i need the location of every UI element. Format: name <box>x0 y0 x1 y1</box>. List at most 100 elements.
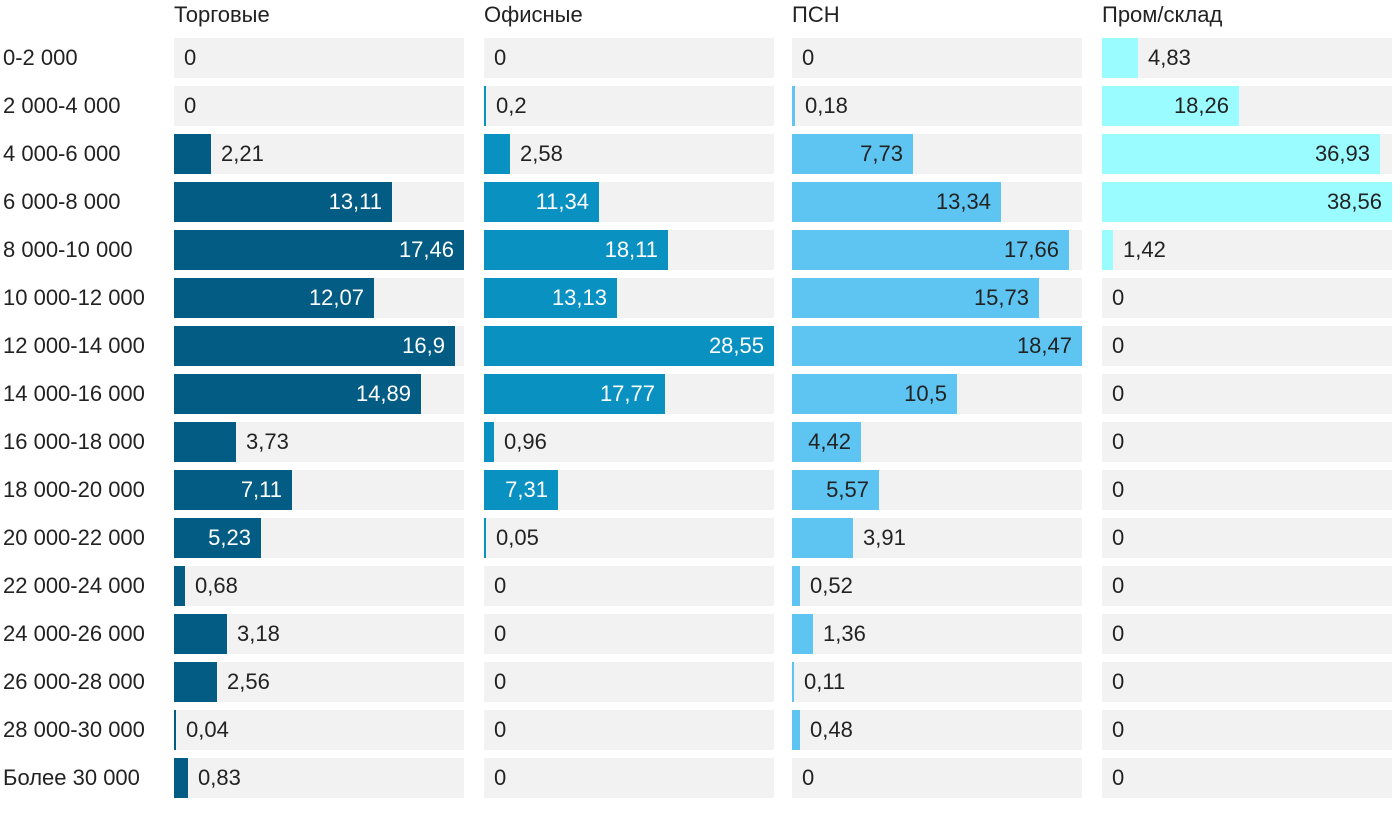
category-label: 0-2 000 <box>3 45 78 70</box>
bar-track: 0 <box>484 662 774 702</box>
bar <box>792 374 957 414</box>
bar <box>484 470 558 510</box>
bar-track: 0,04 <box>174 710 464 750</box>
bar-track: 0 <box>1102 518 1392 558</box>
bar-track: 0,52 <box>792 566 1082 606</box>
value-label: 0,83 <box>198 765 241 790</box>
bar-track: 0 <box>1102 710 1392 750</box>
bar <box>484 374 665 414</box>
bar <box>792 422 861 462</box>
value-label: 16,9 <box>402 333 445 358</box>
value-label: 0,52 <box>810 573 853 598</box>
value-label: 11,34 <box>535 189 589 214</box>
bar-track: 7,73 <box>792 134 1082 174</box>
value-label: 7,31 <box>505 477 548 502</box>
value-label: 17,77 <box>599 381 655 406</box>
series-title: ПСН <box>792 2 840 27</box>
bar-track: 7,31 <box>484 470 774 510</box>
series-title: Торговые <box>174 2 270 27</box>
bar-track: 11,34 <box>484 182 774 222</box>
bar <box>174 422 236 462</box>
bar-track: 4,83 <box>1102 38 1392 78</box>
bar-track: 14,89 <box>174 374 464 414</box>
bar-track: 0 <box>174 86 464 126</box>
bar <box>792 278 1039 318</box>
bar-track: 0,48 <box>792 710 1082 750</box>
bar-track: 0 <box>1102 278 1392 318</box>
value-label: 0 <box>494 621 507 646</box>
bar <box>174 230 464 270</box>
bar-track: 17,66 <box>792 230 1082 270</box>
bar <box>1102 182 1392 222</box>
bar-track: 10,5 <box>792 374 1082 414</box>
bar-track: 0 <box>174 38 464 78</box>
value-label: 0 <box>1112 477 1125 502</box>
value-label: 0 <box>494 717 507 742</box>
value-label: 3,73 <box>246 429 289 454</box>
bar-track: 15,73 <box>792 278 1082 318</box>
bar <box>1102 134 1380 174</box>
value-label: 1,36 <box>823 621 866 646</box>
value-label: 15,73 <box>973 285 1029 310</box>
bar <box>484 86 486 126</box>
bar-track: 3,73 <box>174 422 464 462</box>
category-label: 24 000-26 000 <box>3 621 145 646</box>
value-label: 0 <box>494 765 507 790</box>
category-label: 8 000-10 000 <box>3 237 133 262</box>
bar-track: 0 <box>484 614 774 654</box>
value-label: 10,5 <box>904 381 947 406</box>
bar <box>792 86 795 126</box>
value-label: 7,73 <box>860 141 903 166</box>
bar-track: 0 <box>484 710 774 750</box>
value-label: 0 <box>1112 621 1125 646</box>
bar-track: 0,18 <box>792 86 1082 126</box>
bar <box>484 182 599 222</box>
category-label: 10 000-12 000 <box>3 285 145 310</box>
value-label: 2,58 <box>520 141 563 166</box>
bar-track: 38,56 <box>1102 182 1392 222</box>
bar <box>484 326 774 366</box>
bar-track: 3,91 <box>792 518 1082 558</box>
value-label: 28,55 <box>708 333 764 358</box>
bar <box>1102 230 1113 270</box>
bar-track: 12,07 <box>174 278 464 318</box>
bar <box>792 182 1001 222</box>
bar-track: 1,42 <box>1102 230 1392 270</box>
bar-track: 18,47 <box>792 326 1082 366</box>
category-label: 26 000-28 000 <box>3 669 145 694</box>
bar-track: 5,57 <box>792 470 1082 510</box>
value-label: 0 <box>802 765 815 790</box>
bar <box>174 614 227 654</box>
bar-track: 0 <box>1102 566 1392 606</box>
bar <box>174 326 455 366</box>
bar-track: 0 <box>1102 662 1392 702</box>
value-label: 0,96 <box>504 429 547 454</box>
value-label: 0 <box>494 573 507 598</box>
bar <box>792 710 800 750</box>
value-label: 0,04 <box>186 717 229 742</box>
bar-track: 0 <box>1102 470 1392 510</box>
value-label: 2,21 <box>221 141 264 166</box>
bar-track: 0 <box>1102 422 1392 462</box>
value-label: 4,83 <box>1148 45 1191 70</box>
value-label: 14,89 <box>355 381 411 406</box>
bar-track: 0,05 <box>484 518 774 558</box>
bar-track: 36,93 <box>1102 134 1392 174</box>
category-label: 6 000-8 000 <box>3 189 121 214</box>
bar <box>484 230 668 270</box>
bar <box>484 278 617 318</box>
value-label: 1,42 <box>1123 237 1166 262</box>
bar-track: 0,68 <box>174 566 464 606</box>
value-label: 4,42 <box>808 429 851 454</box>
bar-track: 0,11 <box>792 662 1082 702</box>
value-label: 7,11 <box>240 477 282 502</box>
value-label: 3,18 <box>237 621 280 646</box>
category-label: 14 000-16 000 <box>3 381 145 406</box>
bar <box>792 566 800 606</box>
bar-track: 18,11 <box>484 230 774 270</box>
value-label: 38,56 <box>1326 189 1382 214</box>
bar-track: 18,26 <box>1102 86 1392 126</box>
bar-track: 0 <box>484 758 774 798</box>
bar <box>174 134 211 174</box>
